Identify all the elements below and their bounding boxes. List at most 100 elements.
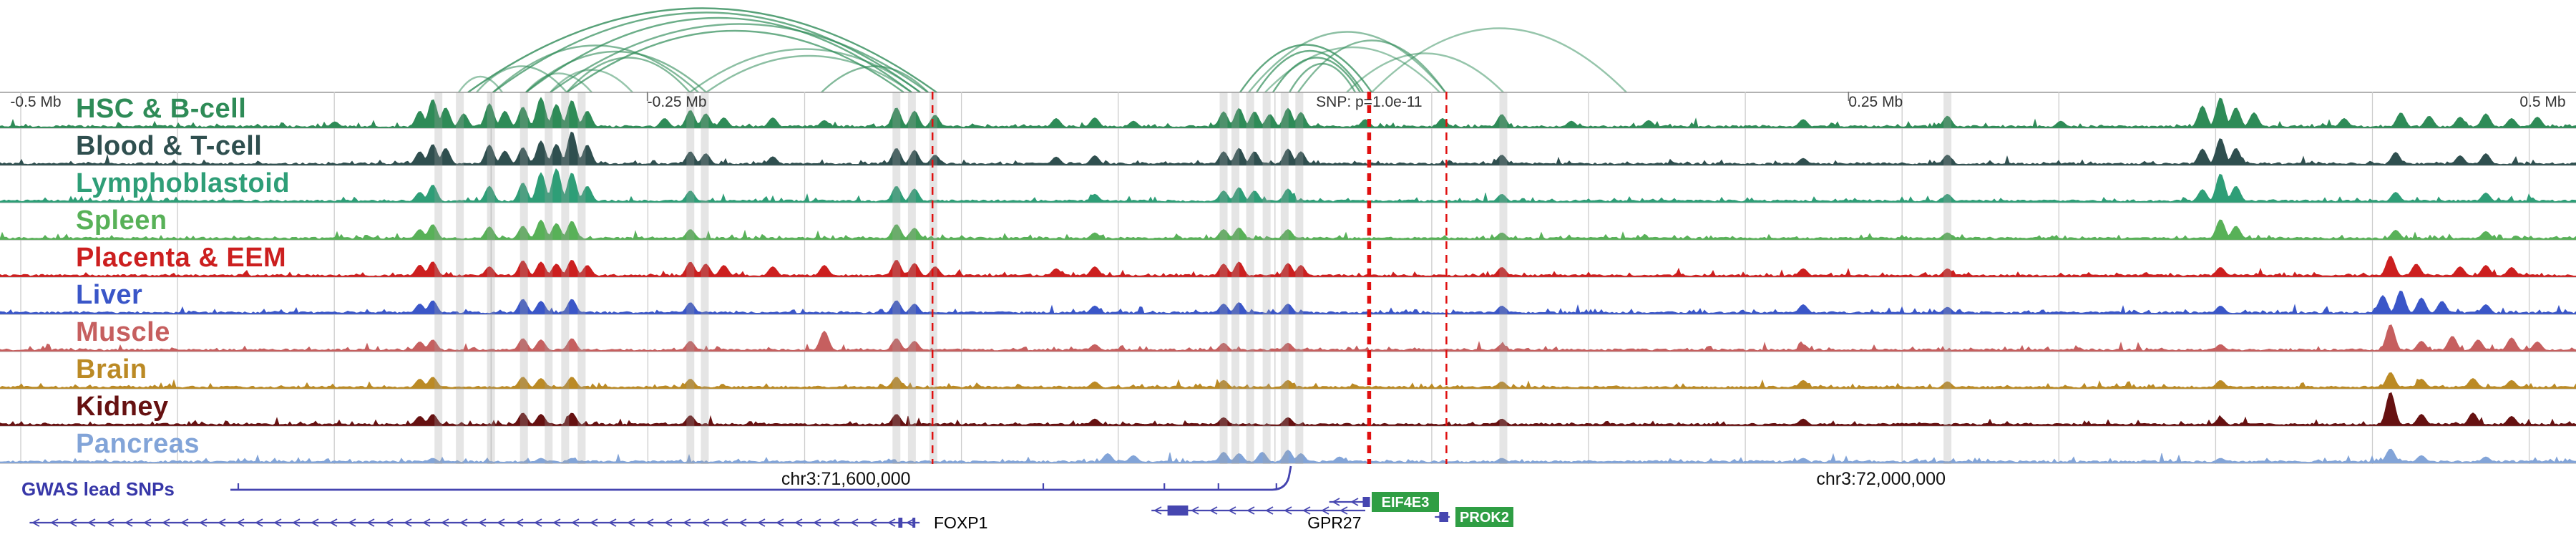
- track-label-muscle[interactable]: Muscle: [76, 317, 170, 347]
- interaction-arcs-layer: [458, 7, 1627, 93]
- strand-arrow-icon: [311, 518, 319, 527]
- track-signal-blood-t-cell[interactable]: [0, 129, 2576, 166]
- strand-arrow-icon: [218, 518, 226, 527]
- gene-label[interactable]: PROK2: [1460, 510, 1509, 526]
- track-label-liver[interactable]: Liver: [76, 280, 143, 310]
- gene-exon: [1439, 512, 1448, 522]
- strand-arrow-icon: [813, 518, 821, 527]
- strand-arrow-icon: [906, 518, 914, 527]
- strand-arrow-icon: [683, 518, 691, 527]
- strand-arrow-icon: [199, 518, 208, 527]
- strand-arrow-icon: [534, 518, 542, 527]
- highlight-band: [577, 92, 586, 464]
- strand-arrow-icon: [1321, 506, 1330, 515]
- signal-path: [0, 392, 2576, 426]
- gene-label[interactable]: FOXP1: [934, 513, 987, 532]
- strand-arrow-icon: [1350, 498, 1359, 506]
- gwas-lead-snps-track: [230, 465, 1292, 491]
- track-label-kidney[interactable]: Kidney: [76, 392, 169, 422]
- track-signal-liver[interactable]: [0, 278, 2576, 315]
- interaction-arc: [467, 7, 937, 93]
- signal-path: [0, 448, 2576, 463]
- highlight-band: [686, 92, 695, 464]
- signal-path: [0, 131, 2576, 165]
- strand-arrow-icon: [738, 518, 747, 527]
- interaction-arc: [525, 72, 592, 93]
- track-label-lymphoblastoid[interactable]: Lymphoblastoid: [76, 168, 291, 198]
- strand-arrow-icon: [1228, 506, 1236, 515]
- track-signal-brain[interactable]: [0, 352, 2576, 390]
- highlight-band: [1246, 92, 1254, 464]
- gene-prok2[interactable]: PROK2: [1435, 507, 1513, 527]
- strand-arrow-icon: [831, 518, 840, 527]
- strand-arrow-icon: [608, 518, 617, 527]
- strand-arrow-icon: [1153, 506, 1162, 515]
- signal-path: [0, 372, 2576, 389]
- highlight-band: [561, 92, 570, 464]
- track-label-hsc-b-cell[interactable]: HSC & B-cell: [76, 94, 247, 124]
- interaction-arc: [458, 75, 503, 93]
- interaction-arc: [706, 54, 912, 93]
- gwas-lead-snps-label: GWAS lead SNPs: [21, 478, 175, 500]
- gene-foxp1[interactable]: FOXP1: [29, 513, 987, 532]
- track-label-pancreas[interactable]: Pancreas: [76, 429, 200, 459]
- highlight-band: [1499, 92, 1508, 464]
- signal-path: [0, 324, 2576, 352]
- track-label-spleen[interactable]: Spleen: [76, 205, 167, 236]
- strand-arrow-icon: [720, 518, 728, 527]
- strand-arrow-icon: [645, 518, 654, 527]
- gene-label[interactable]: EIF4E3: [1382, 495, 1430, 511]
- gene-label-highlight[interactable]: [1455, 507, 1513, 527]
- track-label-placenta-eem[interactable]: Placenta & EEM: [76, 243, 287, 273]
- highlight-band: [1943, 92, 1952, 464]
- strand-arrow-icon: [552, 518, 561, 527]
- track-signal-kidney[interactable]: [0, 390, 2576, 427]
- strand-arrow-icon: [422, 518, 431, 527]
- strand-arrow-icon: [1332, 498, 1340, 506]
- signal-path: [0, 97, 2576, 128]
- strand-arrow-icon: [1340, 506, 1348, 515]
- strand-arrow-icon: [143, 518, 152, 527]
- signal-path: [0, 219, 2576, 240]
- track-signal-muscle[interactable]: [0, 315, 2576, 352]
- gene-eif4e3[interactable]: EIF4E3: [1329, 492, 1439, 512]
- strand-arrow-icon: [348, 518, 356, 527]
- strand-arrow-icon: [162, 518, 170, 527]
- interaction-arc: [476, 65, 567, 93]
- gene-label[interactable]: GPR27: [1307, 513, 1361, 532]
- track-signal-spleen[interactable]: [0, 203, 2576, 241]
- strand-arrow-icon: [31, 518, 40, 527]
- interaction-arc: [1239, 44, 1372, 93]
- strand-arrow-icon: [1191, 506, 1199, 515]
- strand-arrow-icon: [459, 518, 468, 527]
- snp-connector-line: [230, 465, 1292, 491]
- strand-arrow-icon: [776, 518, 784, 527]
- strand-arrow-icon: [125, 518, 133, 527]
- track-label-blood-t-cell[interactable]: Blood & T-cell: [76, 131, 263, 161]
- highlight-band: [1231, 92, 1240, 464]
- gene-label-highlight[interactable]: [1372, 492, 1439, 512]
- track-signal-lymphoblastoid[interactable]: [0, 166, 2576, 203]
- coordinate-label-right: chr3:72,000,000: [1816, 469, 1946, 489]
- track-signal-hsc-b-cell[interactable]: [0, 92, 2576, 129]
- gene-gpr27[interactable]: GPR27: [1151, 505, 1365, 532]
- track-signal-pancreas[interactable]: [0, 427, 2576, 464]
- track-label-brain[interactable]: Brain: [76, 354, 147, 384]
- track-area: HSC & B-cell Blood & T-cell Lymphoblastoid…: [0, 92, 2576, 464]
- track-signal-placenta-eem[interactable]: [0, 241, 2576, 278]
- interaction-arc: [1248, 31, 1446, 93]
- highlight-band: [929, 92, 937, 464]
- highlight-band: [892, 92, 901, 464]
- strand-arrow-icon: [497, 518, 505, 527]
- interaction-arc: [689, 48, 921, 93]
- signal-path: [0, 256, 2576, 277]
- interaction-arc: [492, 44, 699, 93]
- interaction-arc: [566, 57, 691, 93]
- signal-path: [0, 290, 2576, 314]
- strand-arrow-icon: [292, 518, 301, 527]
- strand-arrow-icon: [1284, 506, 1292, 515]
- coordinate-label-left: chr3:71,600,000: [781, 469, 911, 489]
- strand-arrow-icon: [366, 518, 375, 527]
- strand-arrow-icon: [627, 518, 635, 527]
